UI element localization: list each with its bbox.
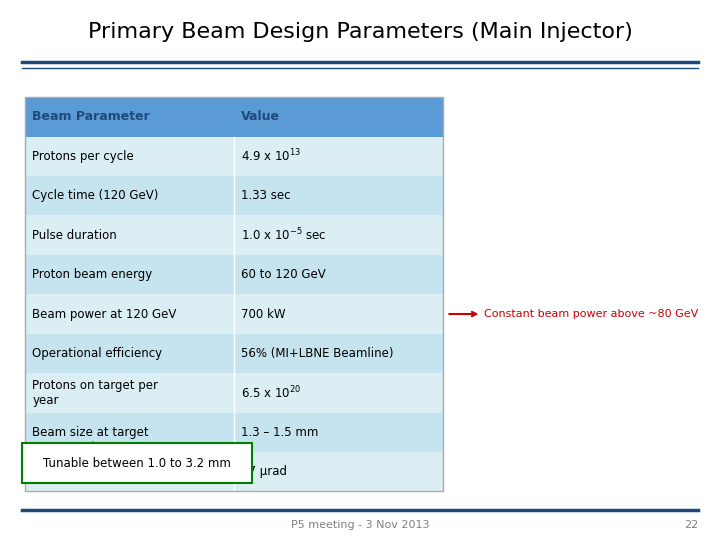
FancyBboxPatch shape <box>25 334 443 373</box>
FancyBboxPatch shape <box>25 294 443 334</box>
FancyBboxPatch shape <box>25 215 443 255</box>
FancyBboxPatch shape <box>25 452 443 491</box>
Text: Tunable between 1.0 to 3.2 mm: Tunable between 1.0 to 3.2 mm <box>43 456 230 470</box>
Text: Operational efficiency: Operational efficiency <box>32 347 163 360</box>
Text: Beam Parameter: Beam Parameter <box>32 110 150 124</box>
Text: 22: 22 <box>684 520 698 530</box>
Text: Beam divergence x,y: Beam divergence x,y <box>32 465 158 478</box>
Text: Cycle time (120 GeV): Cycle time (120 GeV) <box>32 189 159 202</box>
Text: Value: Value <box>241 110 280 124</box>
Text: 17 μrad: 17 μrad <box>241 465 287 478</box>
Text: 1.3 – 1.5 mm: 1.3 – 1.5 mm <box>241 426 318 439</box>
Text: Beam power at 120 GeV: Beam power at 120 GeV <box>32 307 177 321</box>
Text: Pulse duration: Pulse duration <box>32 228 117 242</box>
FancyBboxPatch shape <box>25 176 443 215</box>
FancyBboxPatch shape <box>25 137 443 176</box>
FancyBboxPatch shape <box>25 97 443 137</box>
FancyBboxPatch shape <box>25 413 443 452</box>
Text: Protons per cycle: Protons per cycle <box>32 150 134 163</box>
FancyBboxPatch shape <box>22 443 252 483</box>
Text: 700 kW: 700 kW <box>241 307 286 321</box>
FancyBboxPatch shape <box>25 373 443 413</box>
Text: 56% (MI+LBNE Beamline): 56% (MI+LBNE Beamline) <box>241 347 394 360</box>
Text: 1.33 sec: 1.33 sec <box>241 189 291 202</box>
Text: 4.9 x 10$^{13}$: 4.9 x 10$^{13}$ <box>241 148 301 165</box>
Text: 6.5 x 10$^{20}$: 6.5 x 10$^{20}$ <box>241 384 301 401</box>
Text: Constant beam power above ~80 GeV: Constant beam power above ~80 GeV <box>449 309 698 319</box>
FancyBboxPatch shape <box>25 255 443 294</box>
Text: Primary Beam Design Parameters (Main Injector): Primary Beam Design Parameters (Main Inj… <box>88 22 632 43</box>
Text: P5 meeting - 3 Nov 2013: P5 meeting - 3 Nov 2013 <box>291 520 429 530</box>
Text: Beam size at target: Beam size at target <box>32 426 149 439</box>
Text: 60 to 120 GeV: 60 to 120 GeV <box>241 268 326 281</box>
Text: Proton beam energy: Proton beam energy <box>32 268 153 281</box>
Text: Protons on target per
year: Protons on target per year <box>32 379 158 407</box>
Text: 1.0 x 10$^{-5}$ sec: 1.0 x 10$^{-5}$ sec <box>241 227 327 244</box>
